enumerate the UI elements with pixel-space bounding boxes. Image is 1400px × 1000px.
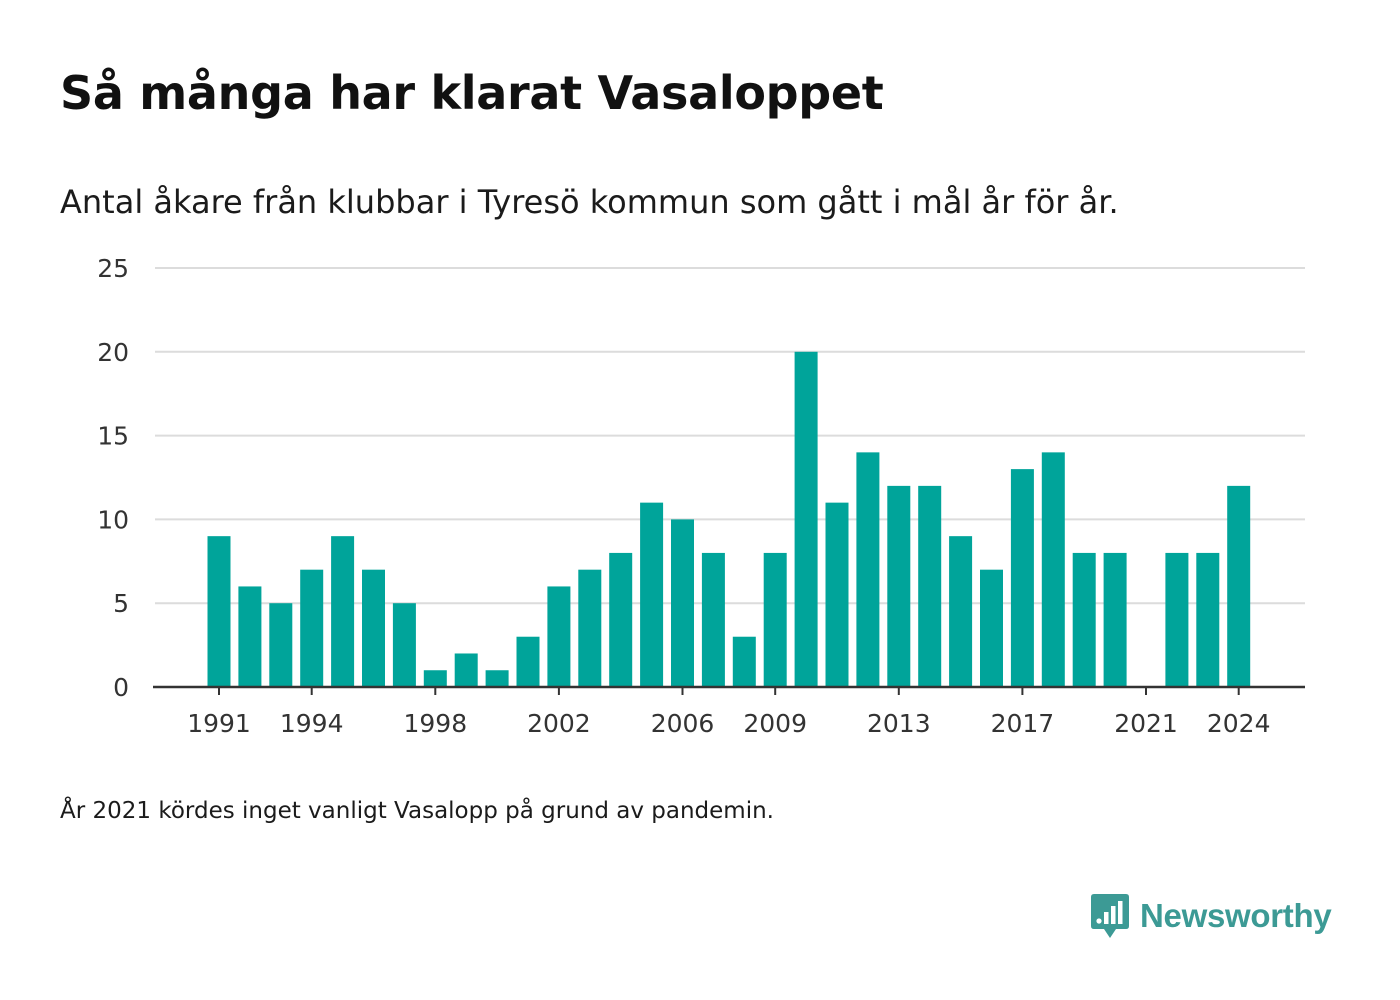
footnote: År 2021 kördes inget vanligt Vasalopp på… — [60, 798, 774, 824]
bar — [1165, 552, 1189, 687]
bar — [392, 603, 416, 687]
bar — [609, 552, 633, 687]
x-tick-label: 2021 — [1114, 709, 1178, 738]
x-tick-label: 2002 — [527, 709, 591, 738]
bar — [578, 569, 602, 687]
x-tick-label: 1998 — [403, 709, 467, 738]
chart-title: Så många har klarat Vasaloppet — [60, 66, 884, 120]
bar — [207, 536, 231, 687]
bar — [454, 653, 478, 687]
bar — [269, 603, 293, 687]
bar — [1103, 552, 1127, 687]
bar — [238, 586, 262, 687]
gridlines — [155, 267, 1305, 605]
x-tick-label: 1994 — [280, 709, 344, 738]
x-tick-label: 2006 — [651, 709, 715, 738]
bar — [1227, 485, 1251, 687]
y-tick-label: 20 — [97, 338, 129, 367]
bar — [640, 502, 664, 687]
newsworthy-logo-icon — [1091, 894, 1129, 938]
chart-subtitle: Antal åkare från klubbar i Tyresö kommun… — [60, 183, 1119, 221]
y-tick-label: 15 — [97, 422, 129, 451]
bar — [485, 670, 509, 687]
bar — [763, 552, 787, 687]
bar — [516, 636, 540, 687]
brand-name: Newsworthy — [1140, 897, 1332, 934]
bar — [300, 569, 324, 687]
bar — [856, 452, 880, 687]
bar — [1196, 552, 1220, 687]
bar — [794, 351, 818, 687]
bar — [331, 536, 355, 687]
x-tick-label: 2009 — [743, 709, 807, 738]
bar-chart: 0 5 10 15 20 25 1991 1994 1998 2002 2006 2009 2013 20… — [97, 254, 1305, 738]
bar — [918, 485, 942, 687]
y-tick-label: 25 — [97, 254, 129, 283]
x-tick-label: 2024 — [1207, 709, 1271, 738]
bar — [1010, 469, 1034, 687]
brand-logo: Newsworthy — [1090, 890, 1332, 942]
bar — [362, 569, 385, 687]
axes: 0 5 10 15 20 25 1991 1994 1998 2002 2006 2009 2013 20… — [97, 254, 1305, 738]
bar — [732, 636, 756, 687]
bar — [423, 670, 447, 687]
bar — [887, 485, 911, 687]
y-tick-label: 10 — [97, 505, 129, 534]
x-tick-label: 1991 — [187, 709, 251, 738]
bar — [825, 502, 849, 687]
bar — [1072, 552, 1096, 687]
bar — [980, 569, 1003, 687]
bars — [207, 351, 1251, 687]
bar — [547, 586, 571, 687]
x-tick-label: 2013 — [867, 709, 931, 738]
y-tick-label: 5 — [113, 589, 129, 618]
bar — [949, 536, 973, 687]
y-tick-label: 0 — [113, 673, 129, 702]
bar — [701, 552, 725, 687]
bar — [1041, 452, 1065, 687]
x-tick-label: 2017 — [991, 709, 1055, 738]
bar — [671, 519, 694, 687]
